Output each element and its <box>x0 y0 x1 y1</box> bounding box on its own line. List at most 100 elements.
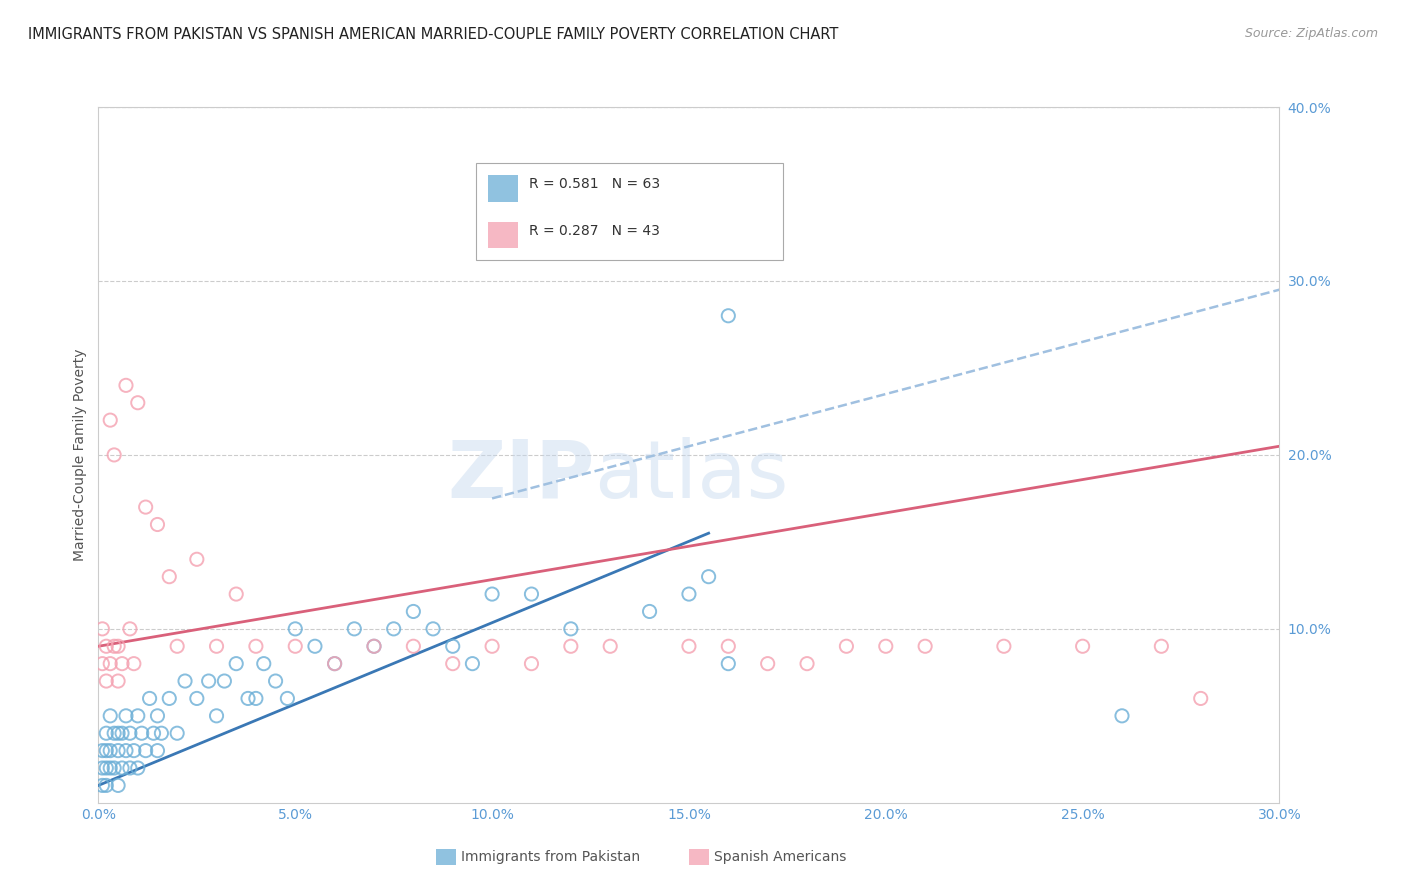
Point <box>111 657 134 671</box>
Point <box>96 744 118 758</box>
Text: ZIP: ZIP <box>447 437 595 515</box>
Point <box>205 708 228 723</box>
Point <box>284 622 307 636</box>
Text: atlas: atlas <box>595 437 789 515</box>
Point <box>441 657 464 671</box>
Point <box>461 657 484 671</box>
Point <box>146 708 169 723</box>
Point <box>914 639 936 653</box>
Point <box>678 587 700 601</box>
Point <box>111 726 134 740</box>
Point <box>96 778 118 793</box>
Point <box>796 657 818 671</box>
Point <box>96 726 118 740</box>
Point <box>103 761 125 775</box>
Point <box>96 761 118 775</box>
Point <box>697 570 720 584</box>
Point <box>107 726 129 740</box>
Point <box>146 744 169 758</box>
Point <box>118 761 141 775</box>
Point <box>127 708 149 723</box>
Bar <box>488 175 517 202</box>
Text: IMMIGRANTS FROM PAKISTAN VS SPANISH AMERICAN MARRIED-COUPLE FAMILY POVERTY CORRE: IMMIGRANTS FROM PAKISTAN VS SPANISH AMER… <box>28 27 838 42</box>
Point <box>107 639 129 653</box>
Point <box>993 639 1015 653</box>
Point <box>225 657 247 671</box>
Point <box>717 309 740 323</box>
Point <box>382 622 405 636</box>
Point <box>323 657 346 671</box>
Y-axis label: Married-Couple Family Poverty: Married-Couple Family Poverty <box>73 349 87 561</box>
Point <box>363 639 385 653</box>
Point <box>115 708 138 723</box>
Point <box>402 639 425 653</box>
Point <box>1150 639 1173 653</box>
Point <box>441 639 464 653</box>
Point <box>253 657 276 671</box>
Point <box>142 726 165 740</box>
Point <box>135 500 157 514</box>
Point <box>91 744 114 758</box>
Point <box>245 639 267 653</box>
Point <box>107 778 129 793</box>
Point <box>138 691 160 706</box>
Point <box>103 639 125 653</box>
Point <box>157 570 180 584</box>
Point <box>481 639 503 653</box>
Point <box>1111 708 1133 723</box>
Point <box>205 639 228 653</box>
Text: R = 0.581   N = 63: R = 0.581 N = 63 <box>530 178 661 191</box>
Point <box>520 587 543 601</box>
Point <box>127 761 149 775</box>
Point <box>225 587 247 601</box>
Point <box>98 744 121 758</box>
Point <box>481 587 503 601</box>
Point <box>363 639 385 653</box>
Text: Immigrants from Pakistan: Immigrants from Pakistan <box>461 850 640 864</box>
Point <box>131 726 153 740</box>
Point <box>875 639 897 653</box>
Point <box>1189 691 1212 706</box>
Point <box>91 622 114 636</box>
Point <box>1071 639 1094 653</box>
Point <box>276 691 298 706</box>
Point <box>103 448 125 462</box>
Point <box>122 744 145 758</box>
Point <box>150 726 173 740</box>
Point <box>520 657 543 671</box>
Point <box>402 605 425 619</box>
Point <box>174 674 197 689</box>
Point <box>236 691 259 706</box>
Point <box>284 639 307 653</box>
FancyBboxPatch shape <box>477 162 783 260</box>
Point <box>91 761 114 775</box>
Point <box>323 657 346 671</box>
Point <box>264 674 287 689</box>
Point <box>197 674 219 689</box>
Point <box>638 605 661 619</box>
Point <box>98 413 121 427</box>
Point <box>343 622 366 636</box>
Point <box>98 761 121 775</box>
Point <box>245 691 267 706</box>
Point <box>122 657 145 671</box>
Point <box>599 639 621 653</box>
Point <box>304 639 326 653</box>
Point <box>135 744 157 758</box>
Point <box>91 778 114 793</box>
Point <box>422 622 444 636</box>
Point <box>103 726 125 740</box>
Point <box>835 639 858 653</box>
Point <box>107 744 129 758</box>
Point <box>98 708 121 723</box>
Point <box>118 622 141 636</box>
Point <box>118 726 141 740</box>
Point <box>560 639 582 653</box>
Bar <box>488 222 517 248</box>
Point <box>91 657 114 671</box>
Point <box>115 378 138 392</box>
Point <box>166 726 188 740</box>
Point <box>146 517 169 532</box>
Point <box>111 761 134 775</box>
Point <box>96 674 118 689</box>
